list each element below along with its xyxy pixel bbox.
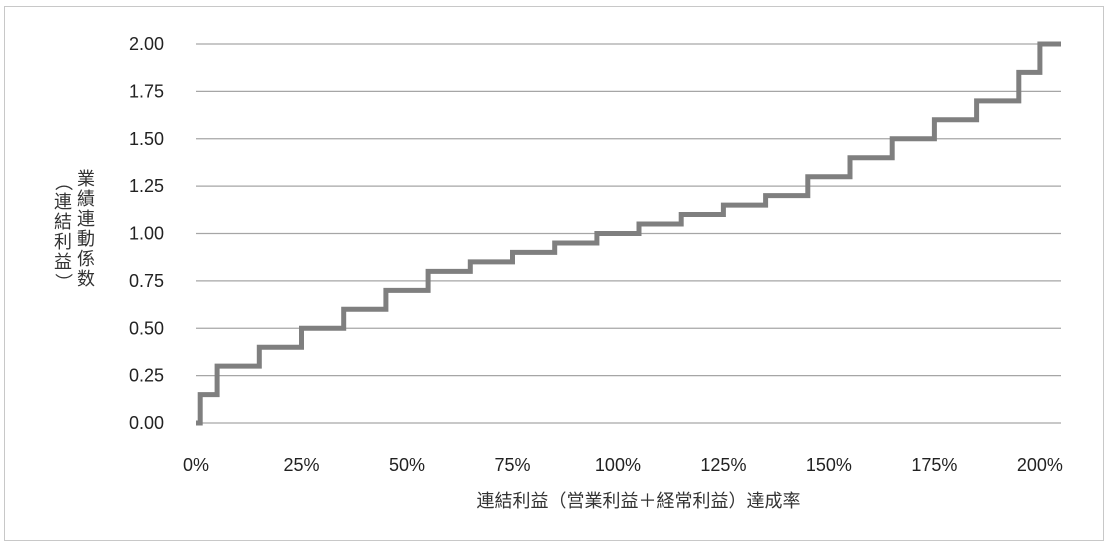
series-group (196, 41, 1061, 426)
y-axis-title-char: 業 (77, 169, 95, 190)
y-tick-label: 1.50 (129, 129, 164, 149)
y-axis-title-char: 益 (54, 252, 72, 273)
y-axis-title-char: ） (52, 273, 73, 291)
y-axis-title-char: 連 (77, 209, 95, 230)
x-tick-labels: 0% 25% 50% 75% 100% 125% 150% 175% 200% (183, 455, 1063, 475)
y-tick-label: 0.50 (129, 318, 164, 338)
y-tick-label: 1.25 (129, 176, 164, 196)
y-axis-title-char: 利 (54, 232, 72, 253)
y-axis-title-char: 連 (54, 192, 72, 213)
y-tick-labels: 0.00 0.25 0.50 0.75 1.00 1.25 1.50 1.75 2.00 (129, 34, 164, 433)
y-tick-label: 1.00 (129, 224, 164, 244)
series-line (196, 41, 1061, 426)
y-tick-label: 0.00 (129, 413, 164, 433)
x-tick-label: 200% (1017, 455, 1063, 475)
chart-frame (4, 6, 1104, 541)
x-tick-label: 175% (911, 455, 957, 475)
x-tick-label: 150% (806, 455, 852, 475)
x-tick-label: 25% (283, 455, 319, 475)
y-axis-title-char: 数 (77, 269, 95, 290)
y-tick-label: 0.25 (129, 366, 164, 386)
y-axis-title-char: 係 (77, 249, 95, 270)
x-axis-title: 連結利益（営業利益＋経常利益）達成率 (477, 491, 801, 512)
x-tick-label: 75% (494, 455, 530, 475)
y-axis-title-char: 動 (77, 229, 95, 250)
y-tick-label: 2.00 (129, 34, 164, 54)
y-axis-title-char: （ (52, 173, 73, 191)
x-tick-label: 50% (389, 455, 425, 475)
x-tick-label: 0% (183, 455, 209, 475)
y-axis-title-char: 結 (54, 212, 72, 233)
y-tick-label: 1.75 (129, 81, 164, 101)
y-axis-title-char: 績 (77, 189, 95, 210)
x-tick-label: 100% (595, 455, 641, 475)
y-tick-label: 0.75 (129, 271, 164, 291)
x-tick-label: 125% (700, 455, 746, 475)
